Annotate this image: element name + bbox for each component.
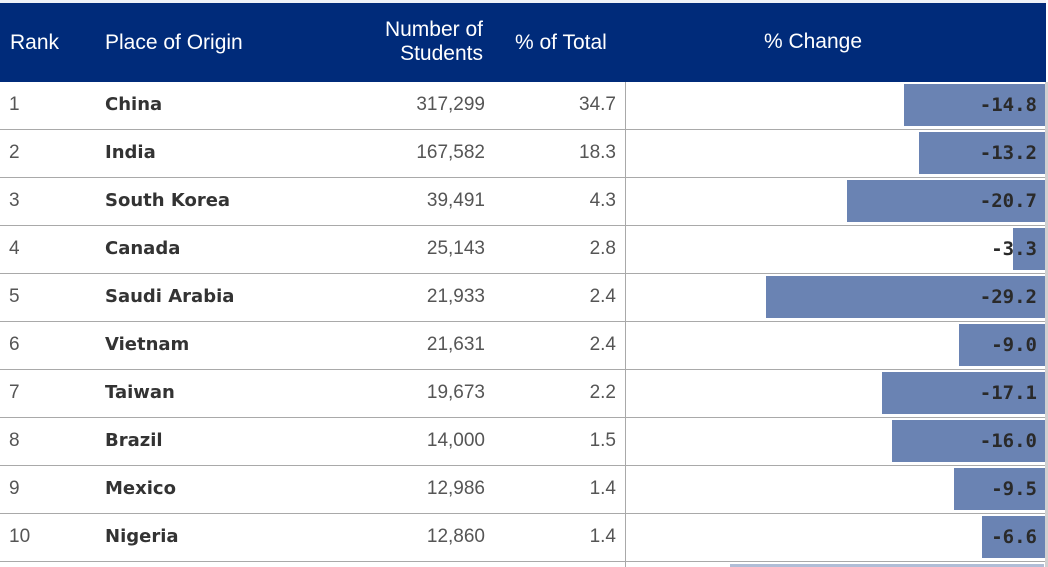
bar-track: -13.2 <box>626 130 1045 178</box>
pct-total-cell: 18.3 <box>579 142 616 163</box>
place-cell: Saudi Arabia <box>105 286 235 307</box>
change-label: -9.0 <box>991 334 1037 356</box>
pct-total-cell: 34.7 <box>579 94 616 115</box>
next-row-bar-stub <box>730 564 1044 567</box>
students-header[interactable]: Number of Students <box>323 18 483 66</box>
bar-track: -20.7 <box>626 178 1045 226</box>
students-cell: 21,631 <box>426 334 485 355</box>
pct-total-header[interactable]: % of Total <box>515 31 607 54</box>
change-bar <box>1013 228 1045 270</box>
bar-track: -29.2 <box>626 274 1045 322</box>
change-bar <box>982 516 1045 558</box>
change-label: -20.7 <box>979 190 1037 212</box>
place-cell: South Korea <box>105 190 231 211</box>
students-cell: 39,491 <box>426 190 485 211</box>
change-label: -6.6 <box>991 526 1037 548</box>
rank-cell: 6 <box>9 334 20 355</box>
table-row[interactable]: 9 Mexico 12,986 1.4 <box>0 466 1048 514</box>
pct-total-cell: 2.8 <box>589 238 616 259</box>
change-label: -29.2 <box>979 286 1037 308</box>
rank-cell: 3 <box>9 190 20 211</box>
students-cell: 317,299 <box>416 94 485 115</box>
change-bar <box>766 276 1045 318</box>
place-cell: Brazil <box>105 430 163 451</box>
students-cell: 12,986 <box>426 478 485 499</box>
table-row[interactable]: 10 Nigeria 12,860 1.4 <box>0 514 1048 562</box>
column-divider <box>625 82 626 567</box>
pct-total-cell: 2.2 <box>589 382 616 403</box>
table-row[interactable]: 5 Saudi Arabia 21,933 2.4 <box>0 274 1048 322</box>
rank-cell: 8 <box>9 430 20 451</box>
change-bar <box>959 324 1045 366</box>
students-cell: 14,000 <box>426 430 485 451</box>
rank-cell: 10 <box>9 526 31 547</box>
table-row[interactable]: 7 Taiwan 19,673 2.2 <box>0 370 1048 418</box>
change-bar <box>904 84 1045 126</box>
table-row[interactable]: 8 Brazil 14,000 1.5 <box>0 418 1048 466</box>
pct-change-bars: -14.8 -13.2 -20.7 -3.3 -29.2 -9.0 -17.1 -16.0 -9… <box>626 82 1045 567</box>
change-label: -13.2 <box>979 142 1037 164</box>
place-cell: China <box>105 94 163 115</box>
table-row[interactable]: 4 Canada 25,143 2.8 <box>0 226 1048 274</box>
students-header-line1: Number of <box>384 18 483 41</box>
bar-track: -17.1 <box>626 370 1045 418</box>
table-row[interactable]: 2 India 167,582 18.3 <box>0 130 1048 178</box>
bar-track: -14.8 <box>626 82 1045 130</box>
place-cell: India <box>105 142 156 163</box>
pct-total-cell: 1.5 <box>589 430 616 451</box>
change-bar <box>882 372 1045 414</box>
table-body: 1 China 317,299 34.7 2 India 167,582 18.3 3 South… <box>0 82 1048 562</box>
change-label: -16.0 <box>979 430 1037 452</box>
bar-track: -6.6 <box>626 514 1045 562</box>
bar-track: -16.0 <box>626 418 1045 466</box>
table-row[interactable]: 3 South Korea 39,491 4.3 <box>0 178 1048 226</box>
rank-cell: 9 <box>9 478 20 499</box>
change-bar <box>919 132 1045 174</box>
bar-track: -9.5 <box>626 466 1045 514</box>
pct-change-header[interactable]: % Change <box>763 30 863 53</box>
place-header[interactable]: Place of Origin <box>105 31 243 54</box>
pct-total-cell: 2.4 <box>589 334 616 355</box>
students-cell: 167,582 <box>416 142 485 163</box>
place-cell: Vietnam <box>105 334 190 355</box>
bar-track: -3.3 <box>626 226 1045 274</box>
change-bar <box>892 420 1045 462</box>
change-bar <box>847 180 1045 222</box>
pct-total-cell: 1.4 <box>589 526 616 547</box>
rank-cell: 1 <box>9 94 20 115</box>
students-cell: 19,673 <box>426 382 485 403</box>
rank-cell: 5 <box>9 286 20 307</box>
change-label: -17.1 <box>979 382 1037 404</box>
rank-cell: 4 <box>9 238 20 259</box>
change-label: -3.3 <box>991 238 1037 260</box>
pct-total-cell: 1.4 <box>589 478 616 499</box>
place-cell: Mexico <box>105 478 176 499</box>
pct-total-cell: 2.4 <box>589 286 616 307</box>
place-cell: Nigeria <box>105 526 179 547</box>
change-bar <box>954 468 1045 510</box>
place-cell: Canada <box>105 238 181 259</box>
students-cell: 21,933 <box>426 286 485 307</box>
pct-total-cell: 4.3 <box>589 190 616 211</box>
rank-header[interactable]: Rank <box>10 31 60 54</box>
place-cell: Taiwan <box>105 382 175 403</box>
table-row[interactable]: 6 Vietnam 21,631 2.4 <box>0 322 1048 370</box>
bar-track: -9.0 <box>626 322 1045 370</box>
students-header-line2: Students <box>400 42 483 65</box>
students-cell: 12,860 <box>426 526 485 547</box>
rank-cell: 7 <box>9 382 20 403</box>
scrollbar-edge <box>1045 82 1048 567</box>
students-cell: 25,143 <box>426 238 485 259</box>
rank-cell: 2 <box>9 142 20 163</box>
table-header: Rank Place of Origin Number of Students … <box>0 0 1046 82</box>
table-row[interactable]: 1 China 317,299 34.7 <box>0 82 1048 130</box>
change-label: -9.5 <box>991 478 1037 500</box>
change-label: -14.8 <box>979 94 1037 116</box>
